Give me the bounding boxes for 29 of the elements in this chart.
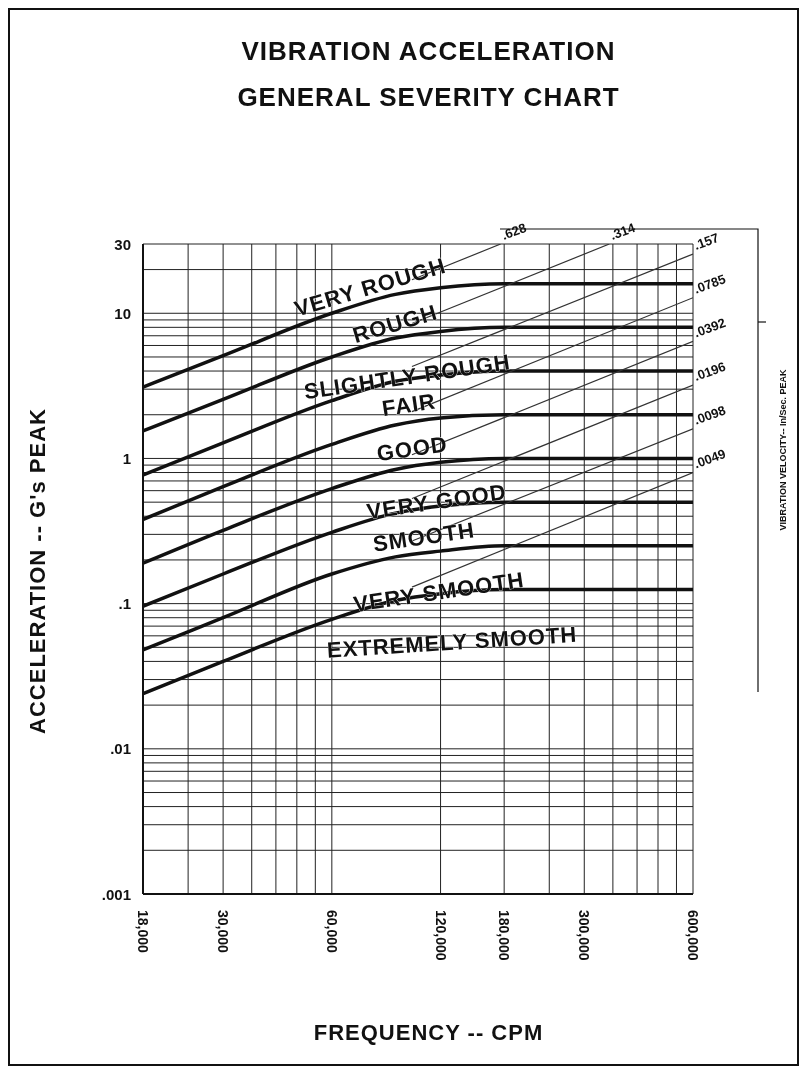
text: .314 [608, 219, 638, 243]
text: VIBRATION VELOCITY-- In/Sec. PEAK [778, 369, 788, 531]
x-tick-label: 180,000 [496, 910, 513, 961]
y-tick-label: .001 [101, 885, 131, 903]
y-tick-label: 10 [114, 304, 131, 322]
text: .0098 [691, 402, 728, 428]
x-tick-label: 18,000 [135, 910, 151, 954]
text: .0785 [691, 271, 728, 297]
y-axis-title: ACCELERATION -- G's PEAK [25, 408, 51, 734]
y-tick-label: .1 [118, 595, 131, 613]
x-axis-title: FREQUENCY -- CPM [312, 1020, 545, 1046]
y-tick-label: 1 [122, 449, 131, 467]
x-tick-label: 60,000 [323, 910, 340, 954]
chart-subtitle: GENERAL SEVERITY CHART [236, 81, 621, 114]
annotation: GOOD [375, 431, 450, 467]
text: .0392 [691, 315, 728, 341]
y-tick-label: .01 [110, 740, 131, 758]
annotation: EXTREMELY SMOOTH [326, 621, 579, 663]
text: .0049 [691, 446, 728, 472]
x-tick-label: 120,000 [432, 910, 449, 961]
x-tick-label: 600,000 [685, 910, 701, 961]
x-tick-label: 300,000 [576, 910, 593, 961]
text: .628 [499, 220, 529, 243]
text: .157 [691, 230, 721, 253]
y-tick-label: 30 [114, 235, 131, 253]
chart-title: VIBRATION ACCELERATION [240, 35, 617, 68]
annotation: VERY SMOOTH [351, 567, 526, 617]
text: .0196 [691, 358, 728, 384]
x-tick-label: 30,000 [215, 910, 232, 954]
